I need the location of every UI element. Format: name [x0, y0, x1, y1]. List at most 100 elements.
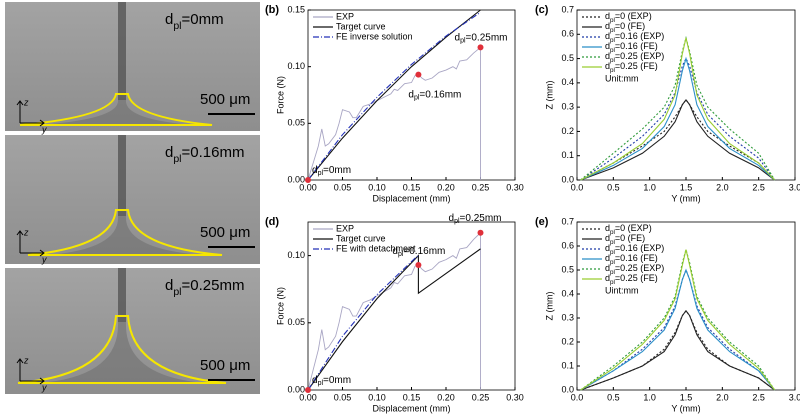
photo-label-main: d [165, 144, 173, 161]
legend-label-rest: =0 (EXP) [615, 11, 652, 21]
meniscus-shadow [40, 100, 192, 125]
legend-label: dpl=0.25 (FE) [605, 61, 658, 74]
x-axis-title: Y (mm) [671, 403, 700, 413]
meniscus-outline [27, 209, 223, 256]
annotation: dpl=0.25mm [455, 32, 508, 45]
y-tick-label: 0.6 [561, 29, 574, 39]
legend-label: dpl=0.25 (FE) [605, 273, 658, 286]
x-tick-label: 1.5 [680, 182, 693, 192]
y-tick-label: 0.5 [561, 53, 574, 63]
legend-label-main: d [605, 61, 610, 71]
panel-label: (d) [265, 216, 279, 228]
legend-label: FE inverse solution [336, 31, 413, 41]
legend-label-sub: pl [610, 57, 615, 64]
annotation: dpl=0.25mm [449, 212, 502, 225]
series-line [580, 268, 776, 391]
y-tick-label: 0.00 [287, 174, 305, 184]
legend-label: EXP [336, 223, 354, 233]
panel-label: (e) [535, 216, 549, 228]
annotation-main: d [312, 375, 318, 386]
x-tick-label: 0.0 [571, 182, 584, 192]
x-tick-label: 0.15 [403, 182, 421, 192]
legend-label: dpl=0.16 (FE) [605, 253, 658, 266]
x-tick-label: 1.0 [643, 392, 656, 402]
y-tick-label: 0.6 [561, 240, 574, 250]
needle [118, 268, 126, 322]
x-tick-label: 0.15 [403, 392, 421, 402]
legend-label-main: d [605, 51, 610, 61]
legend-label-main: d [605, 41, 610, 51]
legend-label: dpl=0.25 (EXP) [605, 263, 664, 276]
series-line [580, 57, 776, 181]
meniscus-outline [19, 93, 213, 126]
annotation-main: d [392, 246, 398, 257]
series-line [580, 56, 776, 181]
x-tick-label: 1.5 [680, 392, 693, 402]
axis-z: z [23, 97, 29, 107]
photo-label-sub: pl [173, 153, 181, 165]
annotation: dpl=0mm [312, 375, 351, 388]
x-axis-title: Displacement (mm) [372, 403, 450, 413]
legend-label-sub: pl [610, 229, 615, 236]
annotation-sub: pl [454, 218, 460, 225]
legend-label: dpl=0 (EXP) [605, 11, 652, 24]
y-tick-label: 0.2 [561, 126, 574, 136]
point-marker [305, 177, 311, 183]
y-tick-label: 0.4 [561, 77, 574, 87]
legend-label: Target curve [336, 21, 386, 31]
photo-label-rest: =0mm [182, 11, 224, 28]
x-tick-label: 1.0 [643, 182, 656, 192]
x-tick-label: 0.5 [607, 182, 620, 192]
photo [5, 2, 260, 131]
y-tick-label: 0.10 [287, 61, 305, 71]
legend-label: dpl=0.25 (EXP) [605, 51, 664, 64]
y-tick-label: 0.00 [287, 384, 305, 394]
legend-label-main: d [605, 253, 610, 263]
legend-label-rest: =0.25 (FE) [615, 273, 658, 283]
x-tick-label: 0.05 [334, 392, 352, 402]
axis-y: y [41, 124, 47, 134]
axis-z: z [23, 355, 29, 365]
legend-label-main: d [605, 243, 610, 253]
series-line [307, 46, 481, 181]
series-line [580, 309, 775, 391]
x-tick-label: 0.5 [607, 392, 620, 402]
annotation-sub: pl [460, 38, 466, 45]
y-tick-label: 0.05 [287, 118, 305, 128]
legend-label-rest: =0.16 (EXP) [615, 243, 664, 253]
legend-label-rest: =0 (FE) [615, 21, 645, 31]
legend-label: dpl=0.16 (EXP) [605, 243, 664, 256]
annotation: dpl=0.16mm [408, 89, 461, 102]
x-tick-label: 2.0 [716, 392, 729, 402]
y-tick-label: 0.3 [561, 102, 574, 112]
series-line [307, 255, 419, 391]
annotation-rest: =0.25mm [466, 32, 508, 43]
legend-label-rest: =0.16 (FE) [615, 253, 658, 263]
x-axis-title: Y (mm) [671, 193, 700, 203]
y-tick-label: 0.15 [287, 4, 305, 14]
x-tick-label: 0.10 [368, 392, 386, 402]
series-line [580, 309, 775, 391]
legend-label-main: d [605, 21, 610, 31]
photo-label-main: d [165, 11, 173, 28]
photo-label: dpl=0mm [165, 11, 224, 32]
legend-label-rest: =0 (FE) [615, 233, 645, 243]
annotation-rest: =0.25mm [460, 212, 502, 223]
x-tick-label: 0.30 [506, 392, 524, 402]
x-tick-label: 2.0 [716, 182, 729, 192]
legend-label: dpl=0.16 (FE) [605, 41, 658, 54]
y-axis-title: Force (N) [275, 287, 285, 325]
x-tick-label: 3.0 [789, 392, 800, 402]
y-axis-title: Force (N) [275, 76, 285, 114]
series-line [580, 98, 776, 181]
photo-label: dpl=0.16mm [165, 144, 244, 165]
axis-y: y [41, 382, 47, 392]
note: Unit:mm [605, 73, 639, 83]
y-tick-label: 0.0 [561, 174, 574, 184]
legend-label-rest: =0.25 (EXP) [615, 51, 664, 61]
y-tick-label: 0.7 [561, 4, 574, 14]
legend-label: dpl=0 (FE) [605, 233, 645, 246]
meniscus-shadow [38, 322, 206, 383]
legend-label-sub: pl [610, 259, 615, 266]
